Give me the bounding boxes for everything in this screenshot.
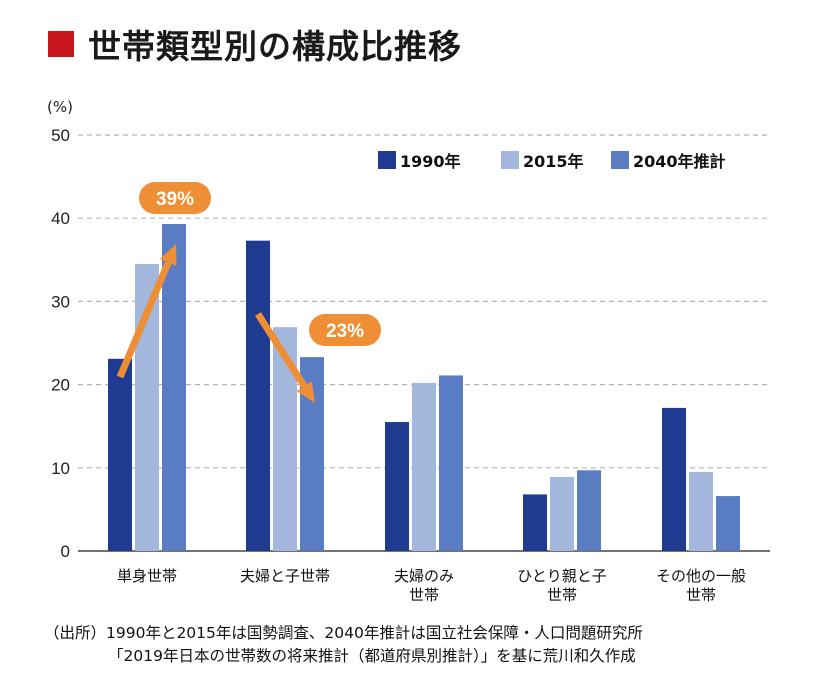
bar	[577, 470, 601, 551]
x-category-label: 世帯	[409, 586, 439, 604]
source-note: （出所）1990年と2015年は国勢調査、2040年推計は国立社会保障・人口問題…	[44, 622, 804, 668]
annotation-badge	[139, 182, 211, 214]
trend-arrow-shaft	[255, 312, 308, 389]
bar	[662, 407, 686, 551]
y-axis-unit-label: (%)	[47, 98, 73, 116]
legend-swatch	[378, 151, 396, 169]
x-category-label: 単身世帯	[117, 567, 177, 585]
legend-label: 1990年	[400, 152, 461, 171]
legend-swatch	[611, 151, 629, 169]
title-marker-square	[48, 31, 74, 57]
annotation-badge	[309, 314, 381, 346]
y-tick-label: 50	[51, 126, 70, 145]
annotation-label: 23%	[326, 321, 364, 342]
bar	[523, 494, 547, 551]
bar	[716, 496, 740, 551]
x-category-label: その他の一般	[656, 567, 746, 585]
x-category-label: 夫婦と子世帯	[240, 567, 330, 585]
bar	[689, 471, 713, 551]
trend-arrow-shaft	[116, 261, 172, 379]
annotation-label: 39%	[156, 189, 194, 210]
source-line-1: （出所）1990年と2015年は国勢調査、2040年推計は国立社会保障・人口問題…	[44, 624, 643, 642]
y-tick-label: 0	[61, 542, 70, 561]
trend-arrow-head	[296, 381, 315, 403]
chart-title-row: 世帯類型別の構成比推移	[48, 22, 462, 66]
y-tick-label: 30	[51, 292, 70, 311]
bar	[108, 358, 132, 551]
bar	[550, 476, 574, 551]
bar	[385, 422, 409, 551]
bar	[439, 375, 463, 551]
chart-title: 世帯類型別の構成比推移	[88, 27, 462, 66]
x-category-label: 世帯	[547, 586, 577, 604]
x-category-label: ひとり親と子	[517, 567, 607, 585]
y-tick-label: 40	[51, 209, 70, 228]
x-category-label: 夫婦のみ	[394, 567, 454, 585]
y-tick-label: 20	[51, 376, 70, 395]
bar	[412, 382, 436, 551]
bar	[246, 240, 270, 551]
x-category-label: 世帯	[686, 586, 716, 604]
source-line-2: 「2019年日本の世帯数の将来推計（都道府県別推計）」を基に荒川和久作成	[108, 647, 636, 665]
y-tick-label: 10	[51, 459, 70, 478]
trend-arrow-head	[159, 244, 177, 266]
legend-swatch	[501, 151, 519, 169]
legend-label: 2015年	[523, 152, 584, 171]
bar	[162, 224, 186, 552]
legend-label: 2040年推計	[633, 152, 726, 171]
